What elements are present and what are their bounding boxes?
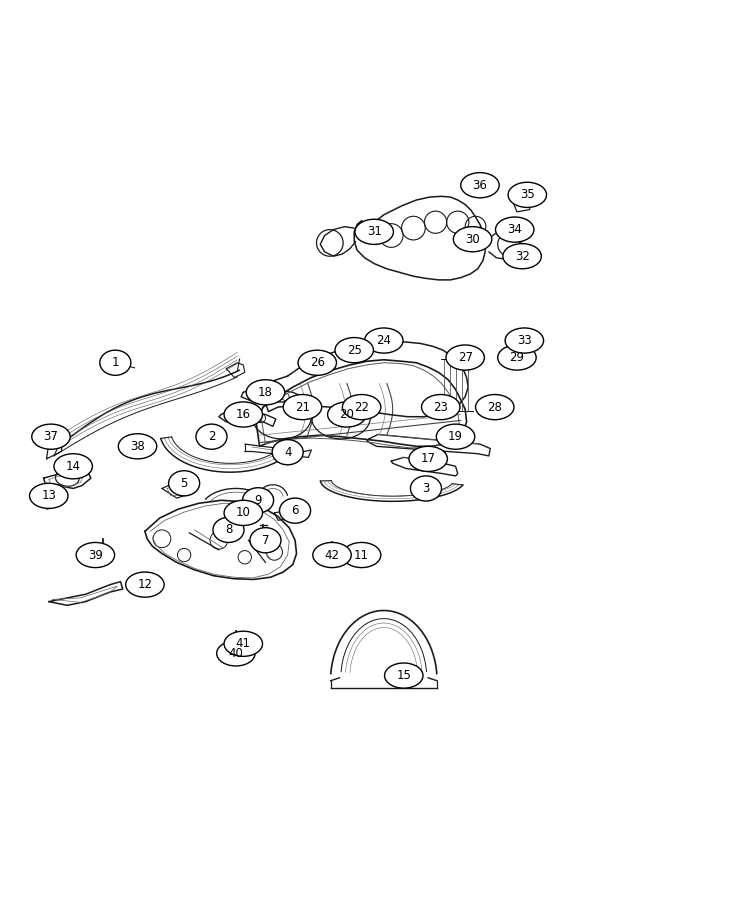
Ellipse shape — [446, 345, 485, 370]
Text: 32: 32 — [515, 249, 530, 263]
Ellipse shape — [342, 543, 381, 568]
Ellipse shape — [365, 328, 403, 353]
Circle shape — [238, 634, 259, 654]
Ellipse shape — [213, 518, 244, 543]
Ellipse shape — [100, 350, 131, 375]
Ellipse shape — [503, 244, 542, 269]
Text: 9: 9 — [254, 494, 262, 507]
Text: 22: 22 — [354, 400, 369, 414]
Text: 35: 35 — [520, 188, 535, 202]
Ellipse shape — [385, 663, 423, 688]
Text: 33: 33 — [517, 334, 532, 347]
Text: 11: 11 — [354, 548, 369, 562]
Text: 41: 41 — [236, 637, 250, 651]
Ellipse shape — [196, 424, 227, 449]
Ellipse shape — [224, 631, 262, 656]
Circle shape — [243, 639, 253, 649]
Ellipse shape — [298, 350, 336, 375]
Ellipse shape — [335, 338, 373, 363]
Ellipse shape — [32, 424, 70, 449]
Text: 25: 25 — [347, 344, 362, 356]
Ellipse shape — [409, 446, 448, 472]
Ellipse shape — [279, 498, 310, 523]
Text: 3: 3 — [422, 482, 430, 495]
Ellipse shape — [224, 500, 262, 526]
Text: 16: 16 — [236, 408, 250, 421]
Text: 10: 10 — [236, 507, 250, 519]
Ellipse shape — [119, 434, 157, 459]
Text: 29: 29 — [510, 351, 525, 364]
Ellipse shape — [461, 173, 499, 198]
Text: 42: 42 — [325, 548, 339, 562]
Text: 5: 5 — [180, 477, 187, 490]
Ellipse shape — [342, 394, 381, 419]
Text: 21: 21 — [295, 400, 310, 414]
Text: 30: 30 — [465, 233, 480, 246]
Text: 20: 20 — [339, 408, 354, 421]
Ellipse shape — [508, 183, 547, 207]
Text: 24: 24 — [376, 334, 391, 347]
Text: 28: 28 — [488, 400, 502, 414]
Text: 31: 31 — [367, 225, 382, 238]
Text: 19: 19 — [448, 430, 463, 443]
Ellipse shape — [496, 217, 534, 242]
Ellipse shape — [224, 402, 262, 428]
Text: 15: 15 — [396, 669, 411, 682]
Ellipse shape — [126, 572, 165, 598]
Ellipse shape — [216, 641, 255, 666]
Text: 40: 40 — [228, 647, 243, 660]
Ellipse shape — [505, 328, 544, 353]
Text: 1: 1 — [112, 356, 119, 369]
Text: 2: 2 — [207, 430, 215, 443]
Ellipse shape — [436, 424, 475, 449]
Text: 27: 27 — [458, 351, 473, 364]
Ellipse shape — [476, 394, 514, 419]
Ellipse shape — [313, 543, 351, 568]
Ellipse shape — [54, 454, 93, 479]
Ellipse shape — [30, 483, 68, 508]
Ellipse shape — [453, 227, 492, 252]
Ellipse shape — [169, 471, 199, 496]
Ellipse shape — [76, 543, 115, 568]
Ellipse shape — [250, 527, 281, 553]
Ellipse shape — [283, 394, 322, 419]
Text: 37: 37 — [44, 430, 59, 443]
Text: 36: 36 — [473, 179, 488, 192]
Text: 12: 12 — [137, 578, 153, 591]
Text: 39: 39 — [88, 548, 103, 562]
Text: 34: 34 — [508, 223, 522, 236]
Ellipse shape — [498, 345, 536, 370]
Ellipse shape — [246, 380, 285, 405]
Ellipse shape — [355, 220, 393, 245]
Text: 17: 17 — [421, 453, 436, 465]
Ellipse shape — [242, 488, 273, 513]
Text: 23: 23 — [433, 400, 448, 414]
Text: 4: 4 — [284, 446, 291, 459]
Text: 7: 7 — [262, 534, 269, 546]
Text: 13: 13 — [41, 490, 56, 502]
Text: 14: 14 — [66, 460, 81, 473]
Ellipse shape — [411, 476, 442, 501]
Text: 8: 8 — [225, 524, 232, 536]
Text: 18: 18 — [258, 386, 273, 399]
Ellipse shape — [272, 439, 303, 464]
Ellipse shape — [422, 394, 460, 419]
Text: 26: 26 — [310, 356, 325, 369]
Ellipse shape — [328, 402, 366, 428]
Text: 6: 6 — [291, 504, 299, 518]
Text: 38: 38 — [130, 440, 145, 453]
